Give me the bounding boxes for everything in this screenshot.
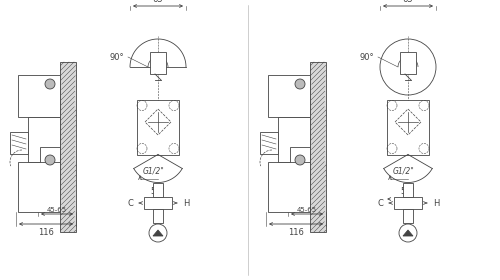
Text: 45-65: 45-65 <box>297 207 317 213</box>
Text: 116: 116 <box>288 228 304 237</box>
Bar <box>28 117 60 162</box>
Bar <box>153 209 163 223</box>
Bar <box>387 99 429 155</box>
Circle shape <box>45 155 55 165</box>
Text: G1/2": G1/2" <box>393 167 415 176</box>
Text: 45-65: 45-65 <box>47 207 67 213</box>
Bar <box>18 162 60 212</box>
Bar <box>137 99 179 155</box>
Bar <box>278 117 310 162</box>
Bar <box>394 197 422 209</box>
Circle shape <box>45 79 55 89</box>
Circle shape <box>295 79 305 89</box>
Bar <box>144 197 172 209</box>
Bar <box>40 82 60 112</box>
Bar <box>18 75 60 117</box>
Circle shape <box>295 155 305 165</box>
Circle shape <box>399 224 417 242</box>
Polygon shape <box>403 230 413 236</box>
Text: 116: 116 <box>38 228 54 237</box>
Bar <box>403 183 413 197</box>
Text: 50°: 50° <box>400 186 415 195</box>
Bar <box>260 132 278 154</box>
Text: 50°: 50° <box>150 186 166 195</box>
Bar <box>10 132 28 154</box>
Bar <box>60 62 76 232</box>
Text: H: H <box>183 199 190 207</box>
Circle shape <box>149 224 167 242</box>
Text: 65: 65 <box>152 0 164 4</box>
Bar <box>268 162 310 212</box>
Bar <box>290 147 310 172</box>
Bar <box>400 52 416 74</box>
Text: 90°: 90° <box>110 53 124 62</box>
Text: H: H <box>433 199 440 207</box>
Bar <box>310 62 326 232</box>
Text: C: C <box>377 199 383 207</box>
Bar <box>290 82 310 112</box>
Bar <box>403 209 413 223</box>
Text: G1/2": G1/2" <box>143 167 165 176</box>
Text: C: C <box>127 199 133 207</box>
Text: 65: 65 <box>402 0 413 4</box>
Bar <box>150 52 166 74</box>
Bar <box>40 147 60 172</box>
Polygon shape <box>153 230 163 236</box>
Bar <box>153 183 163 197</box>
Bar <box>268 75 310 117</box>
Circle shape <box>380 39 436 95</box>
Text: 90°: 90° <box>360 53 374 62</box>
